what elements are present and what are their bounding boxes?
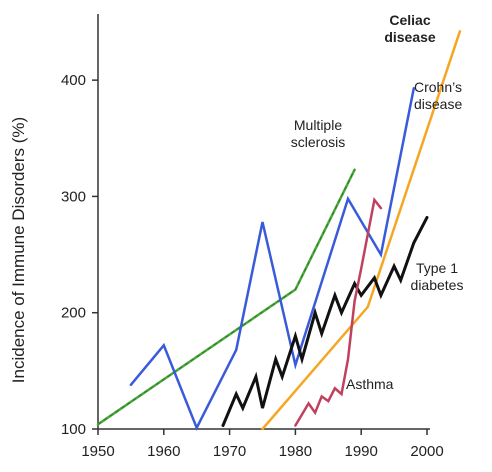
series-label-type-1-diabetes: Type 1 diabetes bbox=[411, 260, 464, 293]
y-axis-label: Incidence of Immune Disorders (%) bbox=[9, 117, 28, 383]
x-tick-label: 1950 bbox=[81, 443, 114, 460]
series-line-multiple-sclerosis-dash bbox=[97, 169, 356, 425]
series-line-type-1-diabetes bbox=[221, 215, 429, 427]
x-tick-label: 1980 bbox=[279, 443, 312, 460]
series-label-line: Celiac bbox=[389, 12, 430, 28]
x-tick-label: 2000 bbox=[410, 443, 443, 460]
x-tick-label: 1990 bbox=[345, 443, 378, 460]
y-tick-label: 400 bbox=[61, 72, 86, 89]
y-tick-label: 200 bbox=[61, 305, 86, 322]
series-label-line: disease bbox=[384, 29, 436, 45]
y-tick-label: 100 bbox=[61, 421, 86, 438]
series-label-line: Asthma bbox=[346, 376, 394, 392]
series-label-line: Multiple bbox=[294, 117, 342, 133]
series-label-celiac-disease: Celiac disease bbox=[384, 12, 436, 45]
series-label-line: diabetes bbox=[411, 277, 464, 293]
x-tick-label: 1960 bbox=[147, 443, 180, 460]
series-line-asthma bbox=[294, 196, 383, 427]
series-label-asthma: Asthma bbox=[346, 376, 394, 392]
series-group bbox=[96, 30, 462, 431]
axes bbox=[97, 14, 430, 430]
x-tick-label: 1970 bbox=[213, 443, 246, 460]
series-label-crohns-disease: Crohn’s disease bbox=[414, 79, 462, 112]
series-line-crohns-disease bbox=[129, 87, 416, 431]
series-label-multiple-sclerosis: Multiple sclerosis bbox=[291, 117, 345, 150]
y-tick-label: 300 bbox=[61, 188, 86, 205]
ticks-group: 1950 1960 1970 1980 1990 2000 100 200 300 400 bbox=[61, 72, 444, 460]
series-line-celiac-disease bbox=[261, 30, 462, 431]
series-label-line: sclerosis bbox=[291, 134, 345, 150]
series-label-line: disease bbox=[414, 96, 462, 112]
series-label-line: Crohn’s bbox=[414, 79, 462, 95]
series-label-line: Type 1 bbox=[416, 260, 458, 276]
